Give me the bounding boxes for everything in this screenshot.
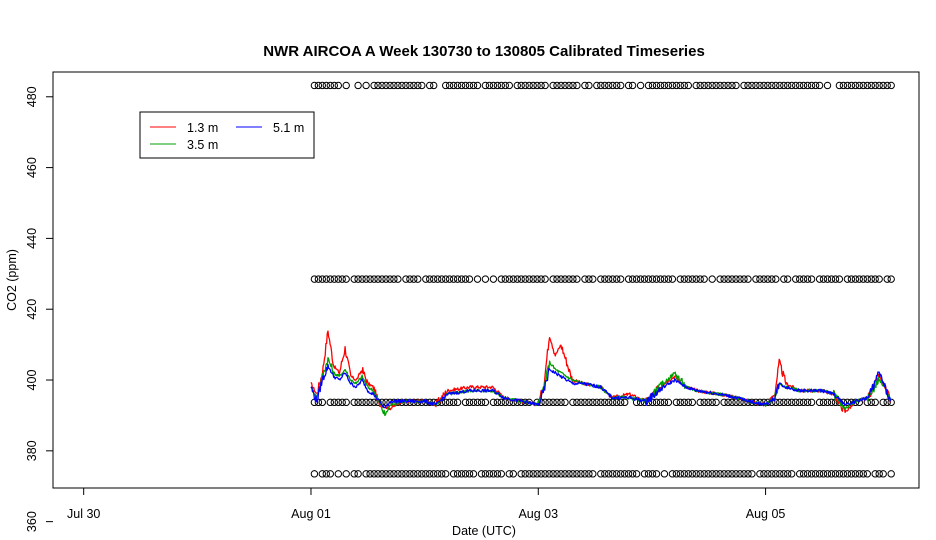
calibration-point bbox=[629, 82, 635, 88]
y-tick-label: 360 bbox=[25, 511, 39, 532]
calibration-point bbox=[872, 399, 878, 405]
calibration-point bbox=[789, 471, 795, 477]
calibration-point bbox=[510, 471, 516, 477]
x-axis-label: Date (UTC) bbox=[452, 524, 516, 538]
calibration-point bbox=[653, 471, 659, 477]
calibration-point bbox=[319, 399, 325, 405]
calibration-point bbox=[355, 471, 361, 477]
calibration-point bbox=[701, 276, 707, 282]
x-tick-label: Jul 30 bbox=[67, 507, 100, 521]
calibration-point bbox=[685, 82, 691, 88]
x-tick-label: Aug 01 bbox=[291, 507, 331, 521]
calibration-point bbox=[864, 471, 870, 477]
calibration-point bbox=[466, 276, 472, 282]
calibration-point bbox=[876, 276, 882, 282]
calibration-point bbox=[327, 471, 333, 477]
calibration-point bbox=[542, 82, 548, 88]
calibration-points bbox=[311, 82, 894, 477]
calibration-point bbox=[880, 471, 886, 477]
calibration-point bbox=[745, 276, 751, 282]
calibration-point bbox=[506, 82, 512, 88]
y-tick-label: 440 bbox=[25, 228, 39, 249]
legend: 1.3 m 3.5 m 5.1 m bbox=[140, 112, 314, 158]
calibration-point bbox=[419, 82, 425, 88]
calibration-point bbox=[888, 399, 894, 405]
calibration-point bbox=[482, 399, 488, 405]
calibration-point bbox=[689, 399, 695, 405]
legend-box bbox=[140, 112, 314, 158]
calibration-point bbox=[431, 82, 437, 88]
calibration-point bbox=[335, 471, 341, 477]
calibration-point bbox=[816, 82, 822, 88]
chart-title: NWR AIRCOA A Week 130730 to 130805 Calib… bbox=[263, 43, 705, 60]
calibration-point bbox=[355, 82, 361, 88]
x-tick-label: Aug 03 bbox=[518, 507, 558, 521]
calibration-point bbox=[470, 471, 476, 477]
calibration-point bbox=[888, 82, 894, 88]
y-tick-label: 400 bbox=[25, 370, 39, 391]
calibration-point bbox=[363, 82, 369, 88]
calibration-point bbox=[311, 471, 317, 477]
calibration-point bbox=[482, 276, 488, 282]
y-tick-label: 480 bbox=[25, 86, 39, 107]
calibration-point bbox=[415, 276, 421, 282]
calibration-point bbox=[888, 471, 894, 477]
calibration-point bbox=[562, 399, 568, 405]
calibration-point bbox=[618, 276, 624, 282]
series-line-5-1-m bbox=[311, 365, 891, 408]
calibration-point bbox=[498, 471, 504, 477]
legend-label-1-3m: 1.3 m bbox=[187, 121, 218, 135]
calibration-point bbox=[574, 276, 580, 282]
calibration-point bbox=[661, 471, 667, 477]
calibration-point bbox=[586, 82, 592, 88]
calibration-point bbox=[443, 471, 449, 477]
calibration-point bbox=[395, 276, 401, 282]
calibration-point bbox=[622, 399, 628, 405]
calibration-point bbox=[474, 82, 480, 88]
calibration-point bbox=[665, 399, 671, 405]
calibration-point bbox=[335, 82, 341, 88]
legend-label-3-5m: 3.5 m bbox=[187, 138, 218, 152]
y-tick-label: 420 bbox=[25, 299, 39, 320]
y-tick-label: 460 bbox=[25, 157, 39, 178]
calibration-point bbox=[733, 82, 739, 88]
calibration-point bbox=[474, 276, 480, 282]
calibration-point bbox=[836, 276, 842, 282]
calibration-point bbox=[785, 276, 791, 282]
series-lines bbox=[311, 331, 891, 415]
x-tick-label: Aug 05 bbox=[746, 507, 786, 521]
calibration-point bbox=[808, 276, 814, 282]
calibration-point bbox=[490, 276, 496, 282]
calibration-point bbox=[773, 276, 779, 282]
calibration-point bbox=[669, 276, 675, 282]
y-tick-label: 380 bbox=[25, 440, 39, 461]
y-axis-label: CO2 (ppm) bbox=[5, 249, 19, 311]
calibration-point bbox=[618, 82, 624, 88]
calibration-point bbox=[633, 471, 639, 477]
calibration-point bbox=[542, 276, 548, 282]
calibration-point bbox=[454, 399, 460, 405]
calibration-point bbox=[343, 471, 349, 477]
calibration-point bbox=[637, 82, 643, 88]
y-axis: 360 380 400 420 440 460 480 bbox=[25, 86, 53, 532]
calibration-point bbox=[713, 399, 719, 405]
calibration-point bbox=[343, 82, 349, 88]
calibration-point bbox=[808, 399, 814, 405]
calibration-point bbox=[709, 276, 715, 282]
calibration-point bbox=[574, 82, 580, 88]
calibration-point bbox=[590, 276, 596, 282]
calibration-point bbox=[888, 276, 894, 282]
calibration-point bbox=[343, 399, 349, 405]
legend-label-5-1m: 5.1 m bbox=[273, 121, 304, 135]
calibration-point bbox=[590, 471, 596, 477]
calibration-point bbox=[749, 471, 755, 477]
x-axis: Jul 30 Aug 01 Aug 03 Aug 05 bbox=[67, 488, 785, 521]
calibration-point bbox=[343, 276, 349, 282]
calibration-point bbox=[824, 82, 830, 88]
